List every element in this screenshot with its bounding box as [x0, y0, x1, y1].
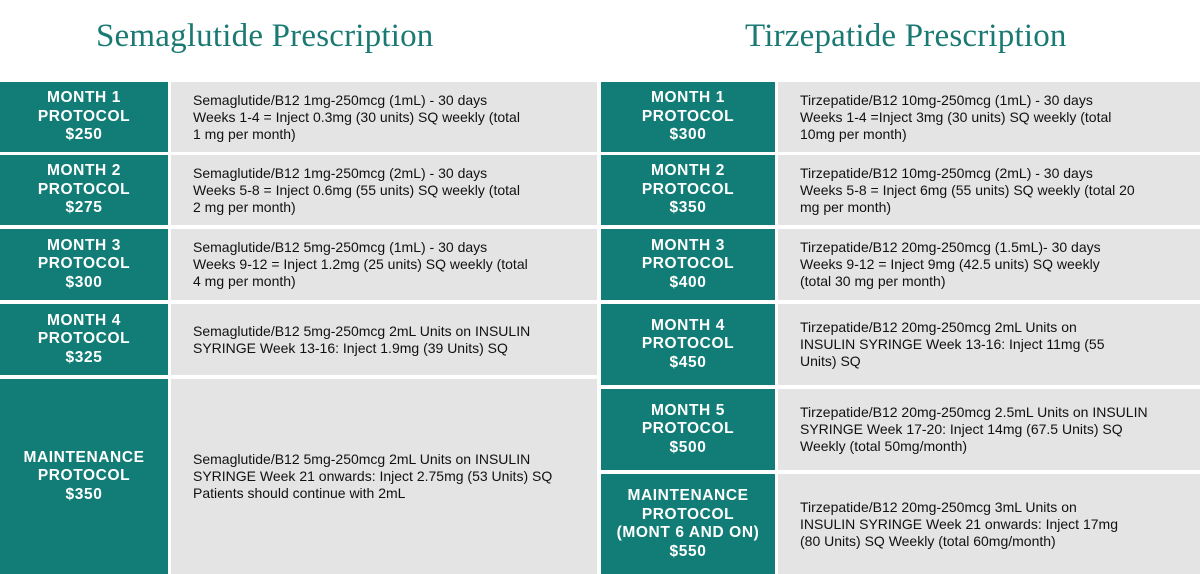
protocol-description: Tirzepatide/B12 10mg-250mcg (2mL) - 30 d…: [778, 155, 1200, 225]
protocol-label: MONTH 2 PROTOCOL $275: [0, 155, 168, 225]
protocol-description: Semaglutide/B12 1mg-250mcg (2mL) - 30 da…: [171, 155, 597, 225]
description-text: Semaglutide/B12 5mg-250mcg 2mL Units on …: [193, 451, 553, 501]
protocol-label: MONTH 2 PROTOCOL $350: [601, 155, 775, 225]
protocol-label: MONTH 5 PROTOCOL $500: [601, 389, 775, 470]
protocol-label: MAINTENANCE PROTOCOL $350: [0, 379, 168, 574]
protocol-description: Semaglutide/B12 5mg-250mcg 2mL Units on …: [171, 379, 597, 574]
protocol-label: MONTH 3 PROTOCOL $400: [601, 229, 775, 300]
description-text: Tirzepatide/B12 10mg-250mcg (2mL) - 30 d…: [800, 164, 1135, 215]
description-text: Tirzepatide/B12 10mg-250mcg (1mL) - 30 d…: [800, 91, 1112, 142]
protocol-label: MONTH 4 PROTOCOL $450: [601, 304, 775, 385]
protocol-description: Semaglutide/B12 5mg-250mcg (1mL) - 30 da…: [171, 229, 597, 300]
tirzepatide-title: Tirzepatide Prescription: [745, 18, 1067, 54]
protocol-label: MONTH 1 PROTOCOL $250: [0, 82, 168, 152]
description-text: Tirzepatide/B12 20mg-250mcg 3mL Units on…: [800, 498, 1118, 549]
protocol-label: MONTH 3 PROTOCOL $300: [0, 229, 168, 300]
description-text: Semaglutide/B12 5mg-250mcg (1mL) - 30 da…: [193, 239, 528, 289]
description-text: Semaglutide/B12 1mg-250mcg (1mL) - 30 da…: [193, 91, 520, 142]
description-text: Tirzepatide/B12 20mg-250mcg (1.5mL)- 30 …: [800, 239, 1101, 289]
description-text: Semaglutide/B12 5mg-250mcg 2mL Units on …: [193, 322, 531, 356]
description-text: Semaglutide/B12 1mg-250mcg (2mL) - 30 da…: [193, 164, 520, 215]
protocol-description: Tirzepatide/B12 20mg-250mcg (1.5mL)- 30 …: [778, 229, 1200, 300]
semaglutide-title: Semaglutide Prescription: [96, 18, 434, 54]
protocol-description: Tirzepatide/B12 10mg-250mcg (1mL) - 30 d…: [778, 82, 1200, 152]
protocol-label: MAINTENANCE PROTOCOL (MONT 6 AND ON) $55…: [601, 474, 775, 574]
protocol-description: Tirzepatide/B12 20mg-250mcg 3mL Units on…: [778, 474, 1200, 574]
protocol-description: Semaglutide/B12 5mg-250mcg 2mL Units on …: [171, 304, 597, 375]
description-text: Tirzepatide/B12 20mg-250mcg 2mL Units on…: [800, 319, 1105, 369]
protocol-label: MONTH 4 PROTOCOL $325: [0, 304, 168, 375]
protocol-description: Semaglutide/B12 1mg-250mcg (1mL) - 30 da…: [171, 82, 597, 152]
protocol-description: Tirzepatide/B12 20mg-250mcg 2mL Units on…: [778, 304, 1200, 385]
protocol-label: MONTH 1 PROTOCOL $300: [601, 82, 775, 152]
protocol-description: Tirzepatide/B12 20mg-250mcg 2.5mL Units …: [778, 389, 1200, 470]
description-text: Tirzepatide/B12 20mg-250mcg 2.5mL Units …: [800, 404, 1148, 454]
